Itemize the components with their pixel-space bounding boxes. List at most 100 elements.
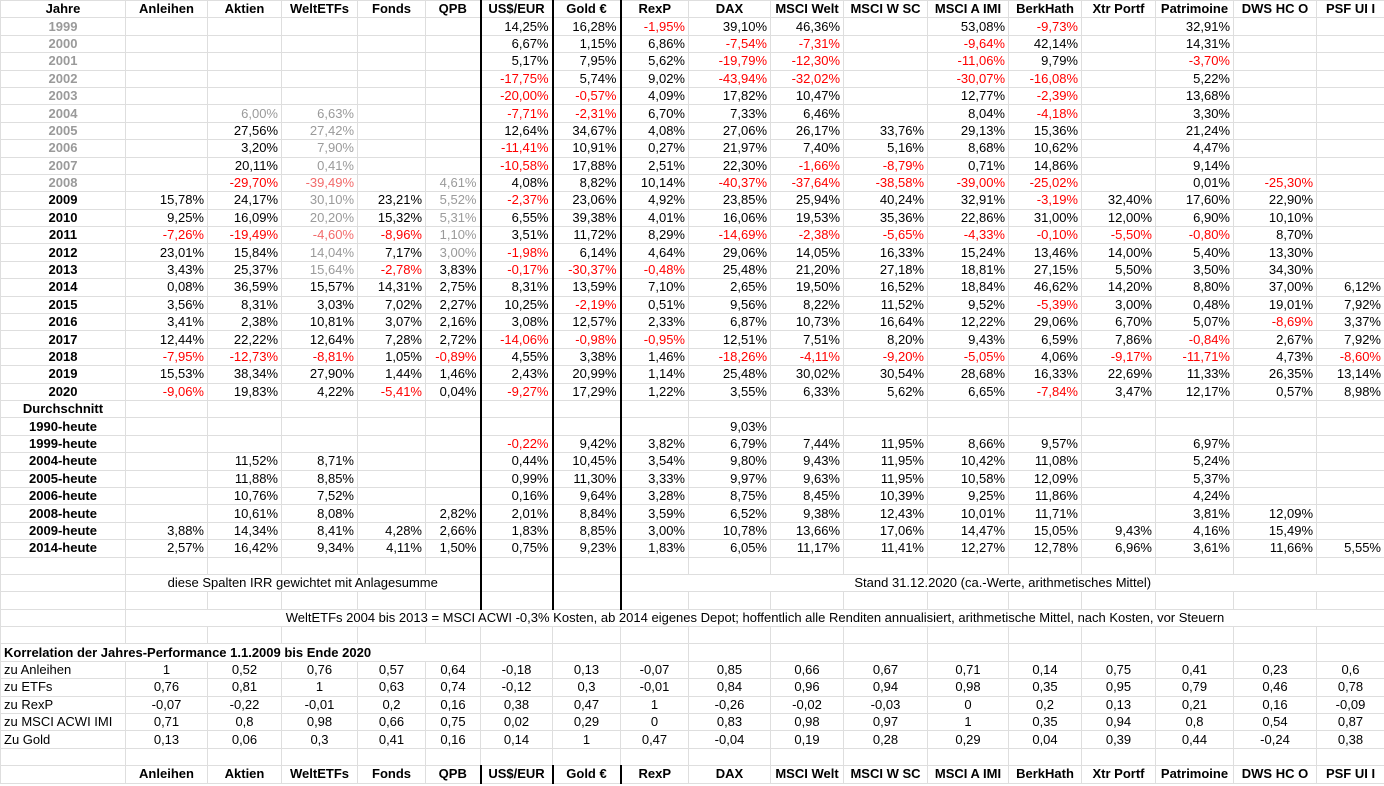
empty-cell <box>1316 86 1384 106</box>
empty-cell <box>1081 69 1156 88</box>
cell: 31,00% <box>1008 208 1082 228</box>
blank-row <box>0 556 1384 575</box>
empty-cell <box>1008 626 1082 645</box>
cell: 4,22% <box>281 382 358 401</box>
cell: zu MSCI ACWI IMI <box>0 713 126 732</box>
empty-cell <box>125 417 208 436</box>
cell: 39,10% <box>688 17 771 36</box>
cell: Patrimoine <box>1155 765 1234 784</box>
cell: 4,28% <box>357 521 426 541</box>
cell: -39,00% <box>927 173 1009 193</box>
empty-cell <box>843 17 928 36</box>
cell: -29,70% <box>207 173 282 193</box>
cell: 8,20% <box>843 330 928 349</box>
cell: RexP <box>619 765 689 784</box>
cell: 0,47 <box>552 695 621 715</box>
cell: 7,02% <box>357 295 426 315</box>
cell: 5,74% <box>551 69 621 88</box>
empty-cell <box>1316 226 1384 245</box>
cell: 10,45% <box>551 452 621 471</box>
cell: 4,11% <box>357 539 426 558</box>
empty-cell <box>357 626 426 645</box>
empty-cell <box>927 591 1009 610</box>
cell: 27,42% <box>281 121 358 141</box>
cell: 2010 <box>0 208 126 228</box>
cell: Fonds <box>357 0 426 19</box>
cell: 15,36% <box>1008 121 1082 141</box>
empty-cell <box>1081 17 1156 36</box>
empty-cell <box>425 434 481 454</box>
correlation-row: zu MSCI ACWI IMI 0,71 0,8 0,98 0,66 0,75 0,02 0… <box>0 713 1384 732</box>
cell: 2016 <box>0 313 126 332</box>
cell: -0,24 <box>1233 730 1317 749</box>
cell: 0,98 <box>770 713 844 732</box>
cell: BerkHath <box>1008 765 1082 784</box>
cell: Gold € <box>551 0 621 19</box>
empty-cell <box>480 643 553 662</box>
cell: 1,05% <box>357 347 426 367</box>
empty-cell <box>619 591 689 610</box>
empty-cell <box>125 452 208 471</box>
cell: -2,38% <box>770 226 844 245</box>
cell: 2009 <box>0 191 126 210</box>
empty-cell <box>1316 643 1384 662</box>
cell: -43,94% <box>688 69 771 88</box>
cell: 16,06% <box>688 208 771 228</box>
cell: 7,51% <box>770 330 844 349</box>
cell: -16,08% <box>1008 69 1082 88</box>
cell: 0,8 <box>1155 713 1234 732</box>
cell: 14,31% <box>357 278 426 297</box>
cell: 9,25% <box>927 486 1009 506</box>
cell: -12,73% <box>207 347 282 367</box>
cell: 0,3 <box>281 730 358 749</box>
cell: -2,78% <box>357 260 426 280</box>
empty-cell <box>1233 156 1317 175</box>
empty-cell <box>357 591 426 610</box>
cell: 20,20% <box>281 208 358 228</box>
empty-cell <box>770 399 844 419</box>
empty-cell <box>619 556 689 575</box>
empty-cell <box>1316 626 1384 645</box>
empty-cell <box>1155 556 1234 575</box>
cell: 5,37% <box>1155 469 1234 488</box>
empty-cell <box>207 626 282 645</box>
cell: 8,85% <box>551 521 621 541</box>
empty-cell <box>551 556 621 575</box>
cell: 8,68% <box>927 139 1009 158</box>
cell: -4,60% <box>281 226 358 245</box>
empty-cell <box>1316 521 1384 541</box>
cell: Patrimoine <box>1155 0 1234 19</box>
cell: -0,89% <box>425 347 481 367</box>
empty-cell <box>1316 173 1384 193</box>
cell: 0,79 <box>1155 678 1234 697</box>
cell: MSCI W SC <box>843 765 928 784</box>
cell: Xtr Portf <box>1081 0 1156 19</box>
empty-cell <box>357 34 426 54</box>
cell: 15,84% <box>207 243 282 262</box>
cell: 0,23 <box>1233 660 1317 680</box>
cell: 3,08% <box>479 313 553 332</box>
cell: US$/EUR <box>479 765 553 784</box>
note-wide-row: WeltETFs 2004 bis 2013 = MSCI ACWI -0,3%… <box>0 608 1384 628</box>
cell: 3,61% <box>1155 539 1234 558</box>
empty-cell <box>125 17 208 36</box>
empty-cell <box>357 452 426 471</box>
cell: 0,54 <box>1233 713 1317 732</box>
cell: 0,8 <box>207 713 282 732</box>
cell: 0,81 <box>207 678 282 697</box>
empty-cell <box>1316 591 1384 610</box>
cell: 2,38% <box>207 313 282 332</box>
cell: 0,04% <box>425 382 481 401</box>
cell: 7,33% <box>688 104 771 123</box>
average-row: 1999-heute -0,22% 9,42% 3,82% 6,79% 7,44% 11,9… <box>0 434 1384 454</box>
cell: -2,19% <box>551 295 621 315</box>
cell: -40,37% <box>688 173 771 193</box>
cell: 7,28% <box>357 330 426 349</box>
empty-cell <box>281 591 358 610</box>
cell: 3,83% <box>425 260 481 280</box>
cell: 10,78% <box>688 521 771 541</box>
cell: 0,57 <box>357 660 426 680</box>
cell: 0,57% <box>1233 382 1317 401</box>
empty-cell <box>425 17 481 36</box>
empty-cell <box>1233 452 1317 471</box>
